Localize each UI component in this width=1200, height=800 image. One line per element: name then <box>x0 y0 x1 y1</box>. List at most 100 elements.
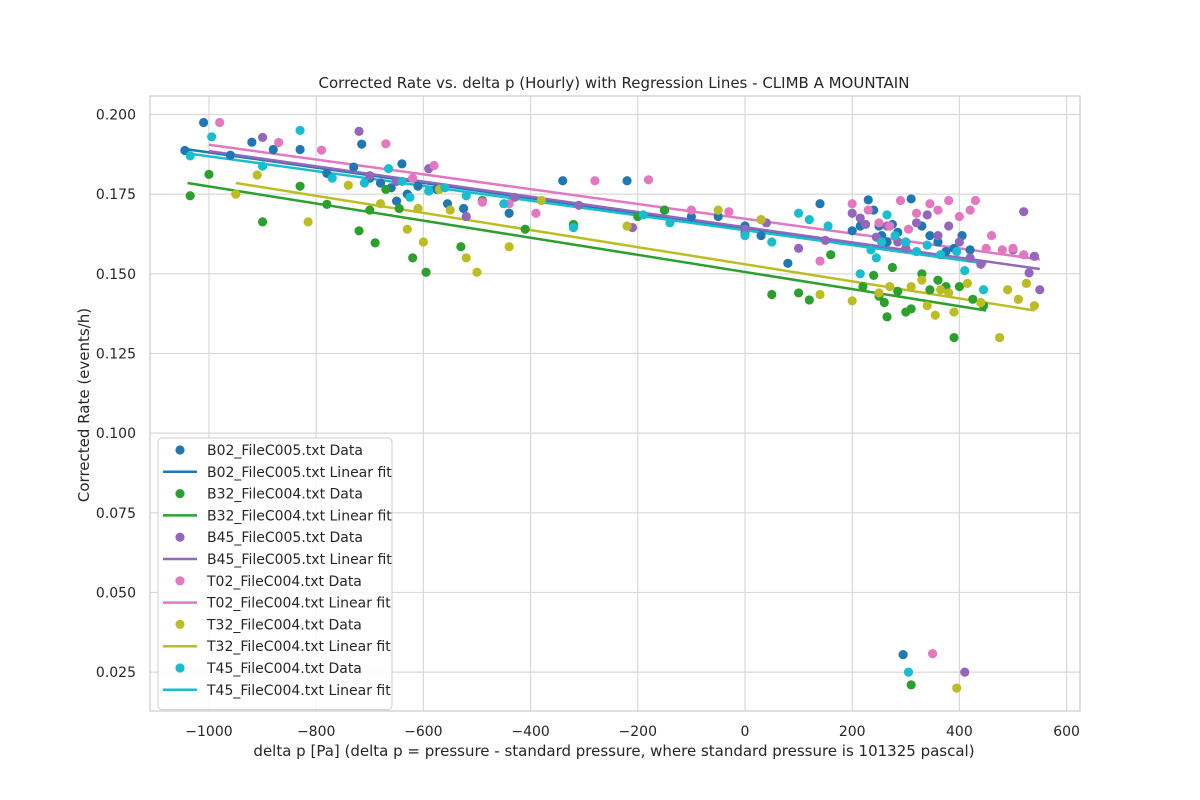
data-point <box>890 230 900 241</box>
data-point <box>413 203 423 214</box>
data-point <box>1008 243 1018 253</box>
x-tick-label: 0 <box>741 724 750 740</box>
data-point <box>370 238 380 248</box>
data-point <box>713 205 723 215</box>
data-point <box>504 242 514 252</box>
data-point <box>885 221 895 231</box>
data-point <box>965 253 975 263</box>
data-point <box>215 117 225 128</box>
data-point <box>882 210 892 220</box>
data-point <box>402 224 412 234</box>
data-point <box>461 253 471 263</box>
data-point <box>740 224 750 234</box>
data-point <box>815 289 825 300</box>
legend-marker <box>175 532 185 542</box>
data-point <box>383 164 394 174</box>
data-point <box>847 208 857 218</box>
data-point <box>965 245 975 255</box>
data-point <box>874 218 884 228</box>
x-tick-label: −1000 <box>185 724 232 740</box>
legend-label: T45_FileC004.txt Linear fit <box>206 683 391 699</box>
data-point <box>820 235 830 245</box>
data-point <box>906 304 916 314</box>
data-point <box>949 307 959 317</box>
grid-layer <box>150 96 1080 711</box>
legend-label: T32_FileC004.txt Data <box>206 617 362 633</box>
data-point <box>257 161 268 171</box>
data-point <box>960 266 970 276</box>
data-point <box>997 245 1007 255</box>
legend-box <box>157 437 393 711</box>
data-point <box>925 230 935 241</box>
data-point <box>944 288 954 298</box>
data-point <box>185 191 195 201</box>
data-point <box>359 178 370 188</box>
x-tick-label: −600 <box>404 724 442 740</box>
data-point <box>882 312 892 322</box>
data-point <box>933 237 943 247</box>
data-point <box>898 649 908 660</box>
data-point <box>1029 251 1040 261</box>
data-point <box>793 208 804 218</box>
legend-label: B45_FileC005.txt Data <box>207 530 363 546</box>
x-axis-label: delta p [Pa] (delta p = pressure - stand… <box>253 742 974 760</box>
data-point <box>504 208 514 218</box>
data-point <box>665 218 675 228</box>
data-point <box>866 245 876 255</box>
data-point <box>231 189 241 199</box>
series-points-t02-filec004-txt <box>215 117 1029 659</box>
data-point <box>461 191 471 201</box>
data-point <box>247 137 257 147</box>
data-point <box>893 286 903 296</box>
legend-label: T02_FileC004.txt Data <box>206 574 362 590</box>
data-point <box>365 205 375 215</box>
data-point <box>976 297 986 308</box>
y-tick-label: 0.100 <box>96 426 136 442</box>
data-point <box>365 171 375 181</box>
data-points <box>180 117 1045 693</box>
data-point <box>1035 285 1045 295</box>
data-point <box>1013 294 1023 304</box>
data-point <box>303 217 313 227</box>
data-point <box>954 211 964 222</box>
data-point <box>847 226 857 236</box>
data-point <box>756 230 766 241</box>
data-point <box>968 294 978 304</box>
data-point <box>1024 268 1034 278</box>
data-point <box>421 267 431 277</box>
data-point <box>531 208 541 218</box>
x-tick-label: 200 <box>839 724 866 740</box>
data-point <box>199 117 209 128</box>
data-point <box>295 144 305 155</box>
data-point <box>901 243 911 253</box>
data-point <box>978 285 989 295</box>
data-point <box>354 126 364 136</box>
legend-label: B32_FileC004.txt Linear fit <box>207 508 392 524</box>
data-point <box>936 250 946 260</box>
data-point <box>906 680 916 690</box>
y-tick-label: 0.175 <box>96 187 136 203</box>
x-tick-label: 600 <box>1053 724 1080 740</box>
data-point <box>863 205 873 215</box>
data-point <box>936 285 946 295</box>
data-point <box>590 176 600 186</box>
data-point <box>970 195 981 206</box>
data-point <box>461 211 471 222</box>
data-point <box>394 203 404 214</box>
data-point <box>268 144 278 155</box>
legend-marker <box>175 489 185 499</box>
data-point <box>793 243 804 253</box>
y-tick-label: 0.050 <box>96 585 136 601</box>
data-point <box>804 295 814 305</box>
data-point <box>783 258 793 268</box>
data-point <box>1021 278 1031 288</box>
data-point <box>981 243 991 253</box>
data-point <box>885 281 895 292</box>
data-point <box>823 221 833 231</box>
data-point <box>906 281 916 292</box>
plot-area <box>149 95 1081 712</box>
legend-marker <box>175 576 185 586</box>
x-tick-label: −200 <box>619 724 657 740</box>
data-point <box>952 246 962 257</box>
